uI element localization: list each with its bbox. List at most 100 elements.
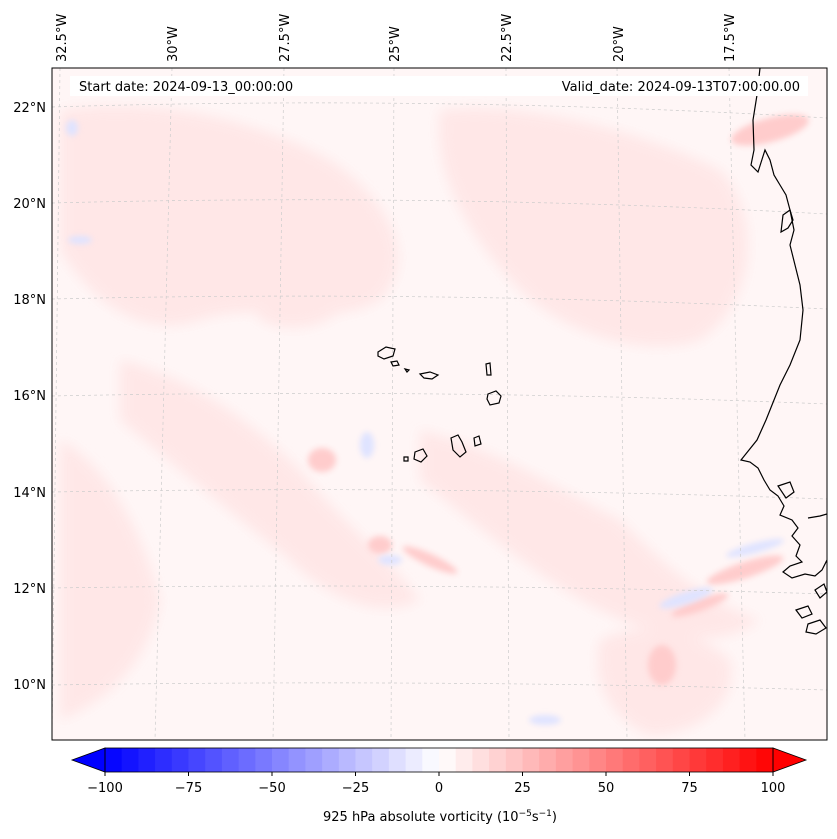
colorbar-cell bbox=[238, 748, 256, 772]
colorbar-label-main: 925 hPa absolute vorticity (10 bbox=[323, 810, 519, 825]
longitude-labels: 32.5°W 30°W 27.5°W 25°W 22.5°W 20°W 17.5… bbox=[55, 14, 738, 62]
colorbar-label: 925 hPa absolute vorticity (10−5s−1) bbox=[323, 809, 557, 825]
colorbar-cell bbox=[622, 748, 640, 772]
colorbar-label-exp1: −5 bbox=[519, 809, 532, 819]
colorbar-cell bbox=[255, 748, 273, 772]
island-fogo bbox=[413, 448, 428, 463]
colorbar-label-exp2: −1 bbox=[539, 809, 552, 819]
colorbar-cell bbox=[522, 748, 540, 772]
vort-max bbox=[648, 645, 676, 685]
cb-tick-label: 0 bbox=[435, 781, 443, 796]
vort-max bbox=[308, 448, 336, 472]
lon-label-17-5w: 17.5°W bbox=[723, 14, 738, 62]
cb-tick-label: 75 bbox=[681, 781, 698, 796]
cb-tick-label: 50 bbox=[598, 781, 615, 796]
header-strip bbox=[70, 76, 808, 96]
island-sao-nicolau bbox=[418, 371, 440, 380]
lon-label-27-5w: 27.5°W bbox=[278, 14, 293, 62]
cb-tick-label: −100 bbox=[87, 781, 123, 796]
vort-max bbox=[706, 555, 784, 585]
vort-min bbox=[360, 432, 374, 458]
colorbar-cell bbox=[639, 748, 657, 772]
colorbar-cell bbox=[455, 748, 473, 772]
coast-guinea bbox=[805, 619, 827, 635]
parallel-14n bbox=[52, 489, 827, 500]
island-sal bbox=[485, 362, 492, 376]
island-brava bbox=[403, 456, 409, 462]
coast-bissagos bbox=[795, 605, 813, 619]
vort-region bbox=[230, 240, 360, 328]
lat-label-18n: 18°N bbox=[13, 293, 46, 308]
meridian-20w bbox=[616, 68, 628, 740]
colorbar-max-extend-arrow bbox=[772, 747, 808, 773]
vort-region bbox=[438, 108, 748, 347]
vort-min bbox=[725, 538, 785, 558]
valid-date-label: Valid_date: 2024-09-13T07:00:00.00 bbox=[562, 80, 800, 95]
coast-gambia bbox=[807, 513, 827, 519]
cb-tick-label: 100 bbox=[761, 781, 786, 796]
lat-label-20n: 20°N bbox=[13, 197, 46, 212]
cb-tick-label: −50 bbox=[258, 781, 285, 796]
colorbar-cell bbox=[489, 748, 507, 772]
lon-label-32-5w: 32.5°W bbox=[55, 14, 70, 62]
colorbar-cell bbox=[388, 748, 407, 772]
start-date-label: Start date: 2024-09-13_00:00:00 bbox=[79, 80, 293, 95]
map-panel[interactable] bbox=[51, 67, 828, 741]
colorbar-cell bbox=[355, 748, 373, 772]
colorbar-cell bbox=[338, 748, 356, 772]
colorbar-cell bbox=[171, 748, 189, 772]
colorbar-tick-labels: −100 −75 −50 −25 0 25 50 75 100 bbox=[87, 781, 785, 796]
colorbar-cell bbox=[221, 748, 240, 772]
lon-label-30w: 30°W bbox=[166, 26, 181, 62]
coast-cap-vert bbox=[777, 481, 795, 499]
vort-min bbox=[66, 120, 78, 136]
parallel-10n bbox=[52, 682, 827, 691]
coast-cape-blanc bbox=[780, 209, 794, 234]
colorbar-cell bbox=[739, 748, 757, 772]
colorbar-cell bbox=[288, 748, 306, 772]
lat-label-22n: 22°N bbox=[13, 101, 46, 116]
lat-label-14n: 14°N bbox=[13, 486, 46, 501]
colorbar-cell bbox=[539, 748, 557, 772]
vort-region bbox=[420, 430, 760, 639]
colorbar-cell bbox=[555, 748, 574, 772]
colorbar-cell bbox=[121, 748, 139, 772]
lon-label-22-5w: 22.5°W bbox=[500, 14, 515, 62]
vort-region bbox=[60, 440, 160, 720]
colorbar: −100 −75 −50 −25 0 25 50 75 100 925 hPa … bbox=[70, 747, 808, 825]
cb-tick-label: 25 bbox=[514, 781, 531, 796]
vort-max bbox=[402, 546, 458, 574]
colorbar-cell bbox=[505, 748, 523, 772]
vort-max bbox=[368, 536, 392, 554]
vort-min bbox=[659, 587, 713, 609]
colorbar-cell bbox=[756, 748, 774, 772]
colorbar-cell bbox=[188, 748, 206, 772]
vort-region bbox=[120, 360, 420, 608]
colorbar-cell bbox=[656, 748, 674, 772]
island-santa-luzia bbox=[403, 368, 411, 373]
colorbar-cell bbox=[672, 748, 690, 772]
colorbar-cells bbox=[105, 748, 774, 772]
parallel-18n bbox=[52, 295, 827, 310]
colorbar-cell bbox=[138, 748, 156, 772]
lon-label-20w: 20°W bbox=[612, 26, 627, 62]
vort-max bbox=[671, 593, 729, 617]
colorbar-cell bbox=[372, 748, 390, 772]
parallel-16n bbox=[52, 392, 827, 405]
colorbar-cell bbox=[405, 748, 423, 772]
african-coastline bbox=[739, 68, 827, 635]
vort-max bbox=[731, 114, 809, 146]
meridian-17-5w bbox=[728, 68, 746, 740]
colorbar-cell bbox=[706, 748, 724, 772]
vort-min bbox=[378, 555, 402, 565]
colorbar-cell bbox=[439, 748, 457, 772]
island-santo-antao bbox=[377, 346, 396, 360]
colorbar-cell bbox=[589, 748, 607, 772]
meridian-27-5w bbox=[272, 68, 285, 740]
colorbar-label-mid: s bbox=[532, 810, 539, 825]
island-santiago bbox=[450, 434, 467, 458]
coast-mainland bbox=[739, 68, 827, 579]
meridian-30w bbox=[154, 68, 173, 740]
colorbar-cell bbox=[472, 748, 490, 772]
